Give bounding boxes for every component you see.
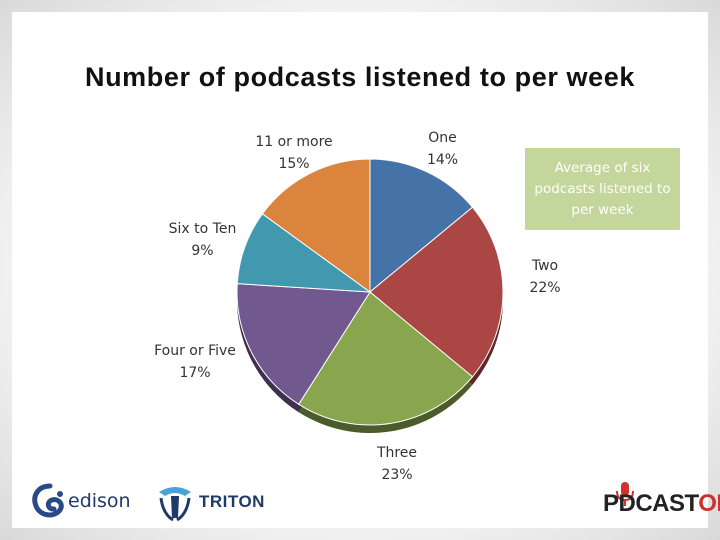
slice-label-four-or-five: Four or Five 17%: [154, 343, 236, 381]
pie-slice-three: [298, 291, 474, 426]
slice-label-six-to-ten: Six to Ten 9%: [168, 221, 237, 259]
triton-mark-icon: [159, 487, 191, 522]
slice-label-eleven-or-more: 11 or more 15%: [255, 134, 333, 172]
slice-label-three: Three 23%: [376, 445, 418, 483]
slice-label-two: Two 22%: [529, 258, 561, 296]
pie-slice-one: [369, 158, 474, 294]
triton-wordmark: TRITON: [199, 492, 265, 511]
average-callout-text: Average of six podcasts listened to per …: [534, 159, 671, 218]
triton-logo: TRITON: [155, 482, 265, 522]
pie-slice-two: [369, 206, 504, 378]
pie-slice-four-or-five: [236, 283, 371, 405]
page-title: Number of podcasts listened to per week: [84, 62, 636, 92]
pie-slice-11-or-more: [261, 158, 371, 293]
edison-logo: edison: [30, 482, 135, 524]
podcastone-wordmark: PDCASTONE: [603, 490, 720, 517]
podcastone-logo: PDCASTONE: [600, 480, 720, 520]
slice-label-one: One 14%: [426, 130, 459, 168]
edison-swirl-icon: [32, 483, 64, 518]
podcastone-mic-icon: [616, 482, 634, 506]
average-callout-box: Average of six podcasts listened to per …: [525, 148, 680, 230]
edison-wordmark: edison: [68, 490, 131, 512]
